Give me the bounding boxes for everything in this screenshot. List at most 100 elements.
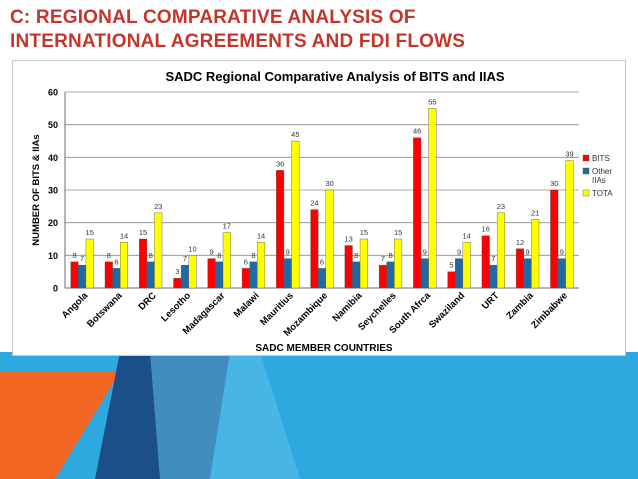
bar-tota [119,242,128,289]
data-label: 3 [175,267,179,276]
bar-bits [310,209,319,289]
data-label: 9 [210,248,214,257]
data-label: 8 [354,251,358,260]
bar-bits [207,258,216,289]
data-label: 15 [86,228,94,237]
bar-other-iias [318,268,327,289]
data-label: 14 [120,231,128,240]
data-label: 9 [560,248,564,257]
data-label: 24 [310,199,318,208]
data-label: 15 [360,228,368,237]
data-label: 5 [449,261,453,270]
data-label: 6 [320,257,324,266]
bar-tota [257,242,266,289]
data-label: 45 [291,130,299,139]
data-label: 9 [457,248,461,257]
bar-tota [531,219,540,289]
bar-tota [496,212,505,289]
bar-bits [139,238,148,289]
data-label: 15 [394,228,402,237]
x-tick-label: URT [480,290,502,312]
data-label: 30 [325,179,333,188]
bar-other-iias [283,258,292,289]
x-tick-label: DRC [136,290,158,312]
bar-other-iias [455,258,464,289]
x-tick-label: Malawi [232,290,262,320]
data-label: 23 [154,202,162,211]
x-tick-label: Botswana [85,290,125,330]
legend-entry: IIAs [592,176,606,185]
data-label: 8 [149,251,153,260]
bar-tota [565,160,574,289]
slide-title-line-1: C: REGIONAL COMPARATIVE ANALYSIS OF [10,7,416,28]
x-tick-label: Zambia [504,290,536,322]
bar-tota [394,238,403,289]
bar-bits [241,268,250,289]
data-label: 30 [550,179,558,188]
bar-chart: SADC Regional Comparative Analysis of BI… [31,69,613,354]
bar-bits [413,137,422,289]
data-label: 7 [381,254,385,263]
bar-other-iias [386,261,395,289]
data-label: 14 [462,231,470,240]
chart-container: SADC Regional Comparative Analysis of BI… [12,60,626,356]
legend-swatch [582,189,590,197]
data-label: 13 [344,235,352,244]
bar-bits [481,235,490,289]
bar-bits [550,189,559,289]
legend-entry: BITS [592,154,610,163]
data-label: 7 [491,254,495,263]
data-label: 6 [114,257,118,266]
y-tick-label: 60 [48,88,58,98]
bar-other-iias [112,268,121,289]
y-tick-label: 50 [48,120,58,130]
data-label: 46 [413,127,421,136]
data-label: 9 [526,248,530,257]
legend-swatch [582,167,590,175]
bar-tota [154,212,163,289]
data-label: 16 [482,225,490,234]
bar-bits [516,248,525,289]
bar-tota [188,255,197,289]
data-label: 9 [286,248,290,257]
bar-bits [447,271,456,289]
bar-other-iias [489,264,498,289]
bar-tota [428,108,437,289]
bar-bits [70,261,79,289]
data-label: 8 [388,251,392,260]
data-label: 7 [183,254,187,263]
data-label: 8 [72,251,76,260]
y-tick-label: 10 [48,251,58,261]
data-label: 12 [516,238,524,247]
x-tick-label: Namibia [330,290,364,324]
legend-entry: TOTA [592,189,613,198]
bar-other-iias [420,258,429,289]
x-tick-label: Angola [60,290,91,321]
data-label: 10 [188,244,196,253]
slide-title: C: REGIONAL COMPARATIVE ANALYSIS OF INTE… [10,6,630,54]
data-label: 39 [565,150,573,159]
y-tick-label: 0 [53,284,58,294]
bar-tota [291,140,300,289]
x-tick-label: Lesotho [159,290,193,324]
bottom-light-band [150,352,300,479]
bar-other-iias [180,264,189,289]
legend-swatch [582,154,590,162]
data-label: 7 [80,254,84,263]
bar-tota [462,242,471,289]
bar-tota [359,238,368,289]
y-tick-label: 40 [48,153,58,163]
chart-title: SADC Regional Comparative Analysis of BI… [165,69,504,84]
bar-other-iias [557,258,566,289]
bar-bits [276,170,285,289]
x-axis-title: SADC MEMBER COUNTRIES [255,343,393,354]
data-label: 17 [223,221,231,230]
bar-other-iias [78,264,87,289]
data-label: 8 [107,251,111,260]
bar-bits [344,245,353,289]
y-axis-title: NUMBER OF BITS & IIAs [31,134,42,245]
data-label: 55 [428,97,436,106]
bar-tota [222,232,231,289]
data-label: 8 [251,251,255,260]
